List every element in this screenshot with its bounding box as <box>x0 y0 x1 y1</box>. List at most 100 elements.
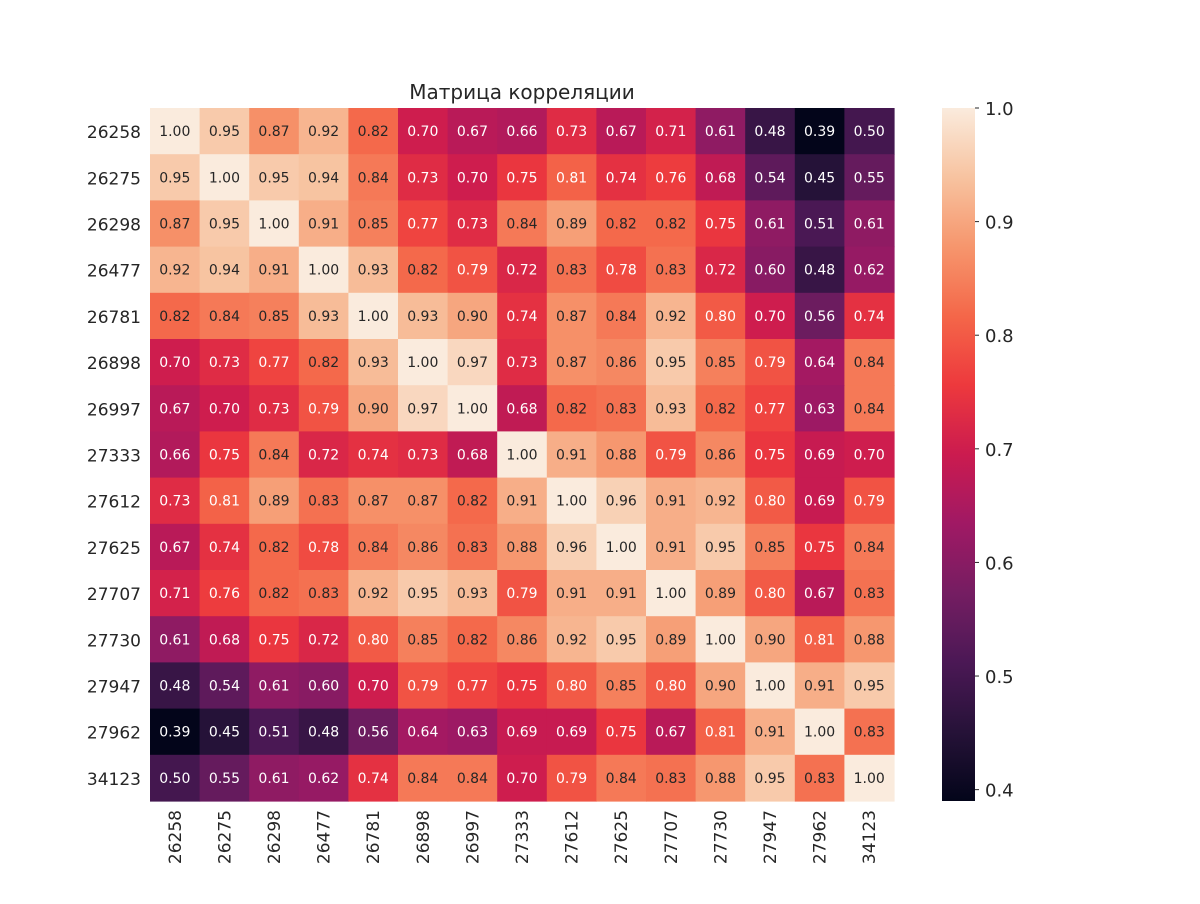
heatmap-cell-label: 1.00 <box>754 679 785 695</box>
y-axis-tick-labels: 26258 26275 26298 26477 26781 26898 26997 27333… <box>87 123 141 790</box>
y-tick-label: 27612 <box>87 493 141 513</box>
heatmap-cell-label: 1.00 <box>556 494 587 510</box>
heatmap-cell <box>150 662 201 710</box>
heatmap-cell-label: 0.86 <box>407 540 438 556</box>
heatmap-cell-label: 0.72 <box>506 263 537 279</box>
heatmap-cell <box>794 154 845 201</box>
heatmap-cell <box>150 385 201 432</box>
heatmap-cell <box>695 246 746 294</box>
heatmap-cell-label: 0.80 <box>754 586 785 602</box>
heatmap-cell-label: 0.77 <box>407 217 438 233</box>
heatmap-cell-label: 0.84 <box>258 448 289 464</box>
heatmap-cell-label: 0.82 <box>705 401 736 417</box>
heatmap-cell-label: 0.48 <box>804 263 835 279</box>
heatmap-cell-label: 0.84 <box>209 309 240 325</box>
heatmap-cell <box>249 108 300 155</box>
heatmap-cell-label: 1.00 <box>606 540 637 556</box>
colorbar-tick-label: 1.0 <box>985 99 1014 120</box>
heatmap-cell <box>398 339 449 386</box>
heatmap-cell <box>596 292 647 340</box>
heatmap-cell-label: 0.73 <box>457 217 488 233</box>
heatmap-cell-label: 0.91 <box>655 540 686 556</box>
heatmap-cell-label: 0.82 <box>655 217 686 233</box>
heatmap-cell <box>249 616 300 663</box>
heatmap-cell-label: 0.92 <box>308 124 339 140</box>
heatmap-cell-label: 1.00 <box>804 725 835 741</box>
heatmap-cell <box>398 616 449 663</box>
heatmap-cell <box>199 431 250 479</box>
heatmap-cell-label: 0.95 <box>655 355 686 371</box>
heatmap-cell <box>844 339 895 386</box>
heatmap-cell <box>249 662 300 710</box>
heatmap-cell <box>398 200 449 248</box>
heatmap-cell-label: 0.67 <box>159 540 190 556</box>
y-tick-label: 27707 <box>87 585 141 605</box>
heatmap-cell-label: 0.95 <box>407 586 438 602</box>
x-tick-label: 27730 <box>711 810 731 864</box>
heatmap-cell <box>447 385 498 432</box>
x-tick-label: 27947 <box>761 810 781 864</box>
heatmap-cell-label: 0.73 <box>159 494 190 510</box>
heatmap-cell <box>695 339 746 386</box>
heatmap-cell-label: 0.85 <box>754 540 785 556</box>
heatmap-cell <box>745 754 796 802</box>
heatmap-cell <box>546 385 597 432</box>
heatmap-cell-label: 0.95 <box>258 170 289 186</box>
heatmap-cell <box>348 662 399 710</box>
heatmap-cell-label: 0.82 <box>457 494 488 510</box>
heatmap-cell <box>298 431 349 479</box>
heatmap-cell <box>298 339 349 386</box>
heatmap-cell-label: 0.66 <box>506 124 537 140</box>
heatmap-cell <box>745 523 796 571</box>
heatmap-cell <box>546 662 597 710</box>
heatmap-cell-label: 0.82 <box>308 355 339 371</box>
heatmap-cell-label: 0.73 <box>209 355 240 371</box>
heatmap-cell <box>298 292 349 340</box>
heatmap-cell-label: 0.83 <box>854 725 885 741</box>
heatmap-cell <box>497 385 548 432</box>
y-tick-label: 27962 <box>87 724 141 744</box>
heatmap-cell-label: 0.67 <box>606 124 637 140</box>
heatmap-cell-label: 0.45 <box>209 725 240 741</box>
heatmap-cell-label: 0.64 <box>804 355 835 371</box>
heatmap-cell <box>348 246 399 294</box>
heatmap-cell-label: 0.73 <box>556 124 587 140</box>
heatmap-cell-label: 1.00 <box>457 401 488 417</box>
heatmap-cell <box>348 570 399 617</box>
heatmap-cell-label: 0.93 <box>358 355 389 371</box>
heatmap-cell <box>298 246 349 294</box>
heatmap-cell <box>596 570 647 617</box>
colorbar-tick-label: 0.9 <box>985 213 1014 234</box>
heatmap-cell-label: 0.67 <box>804 586 835 602</box>
heatmap-cell-label: 1.00 <box>655 586 686 602</box>
heatmap-cell-label: 0.79 <box>754 355 785 371</box>
heatmap-cell <box>844 385 895 432</box>
heatmap-cell <box>398 570 449 617</box>
heatmap-cell <box>249 570 300 617</box>
heatmap-cell-label: 0.84 <box>358 540 389 556</box>
heatmap-cell-label: 0.54 <box>209 679 240 695</box>
heatmap-cell-label: 1.00 <box>358 309 389 325</box>
heatmap-cell-label: 0.79 <box>457 263 488 279</box>
heatmap-cell-label: 0.87 <box>358 494 389 510</box>
heatmap-cell <box>447 154 498 201</box>
heatmap-cell <box>447 246 498 294</box>
heatmap-cell-label: 0.74 <box>606 170 637 186</box>
y-tick-label: 27947 <box>87 678 141 698</box>
heatmap-cell-label: 0.91 <box>606 586 637 602</box>
heatmap-cell <box>844 616 895 663</box>
heatmap-cell-label: 0.75 <box>209 448 240 464</box>
heatmap-cell-label: 1.00 <box>705 632 736 648</box>
heatmap-cell-label: 0.89 <box>556 217 587 233</box>
heatmap-cell-label: 0.79 <box>854 494 885 510</box>
heatmap-cell <box>646 339 697 386</box>
heatmap-cell <box>695 662 746 710</box>
heatmap-cell <box>794 385 845 432</box>
heatmap-cell-label: 0.85 <box>705 355 736 371</box>
heatmap-cell-label: 0.95 <box>705 540 736 556</box>
heatmap-cell-label: 0.96 <box>606 494 637 510</box>
heatmap-cell <box>497 431 548 479</box>
heatmap-cell-label: 0.69 <box>556 725 587 741</box>
heatmap-cell <box>348 339 399 386</box>
